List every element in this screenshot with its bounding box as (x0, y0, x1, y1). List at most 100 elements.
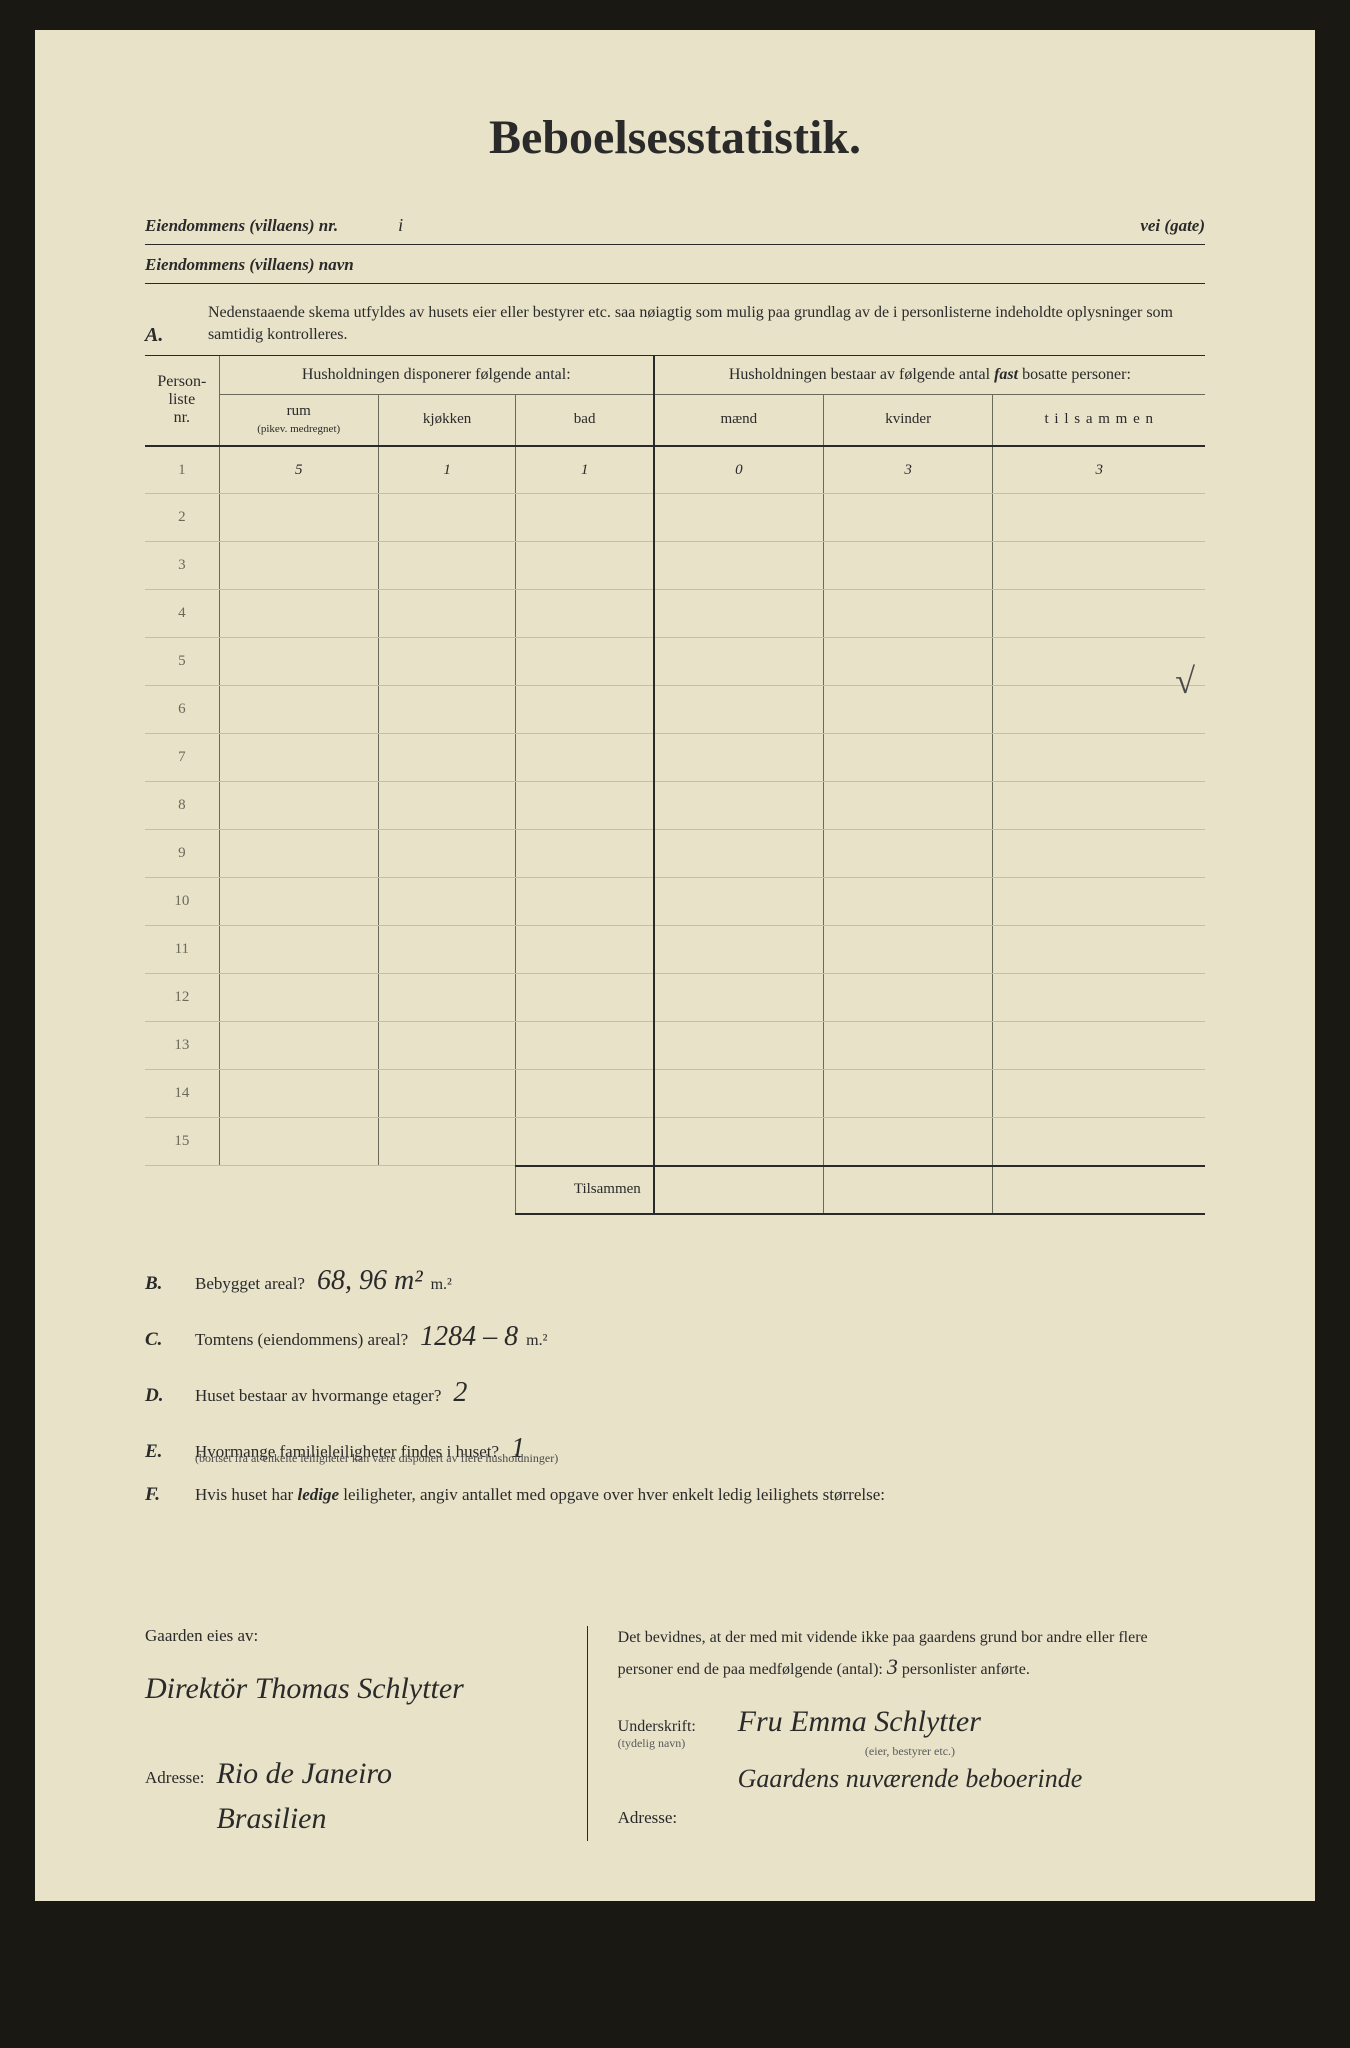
property-nr-label: Eiendommens (villaens) nr. (145, 216, 338, 236)
table-cell (378, 1070, 516, 1118)
table-row: 8 (145, 782, 1205, 830)
property-name-label: Eiendommens (villaens) navn (145, 255, 354, 275)
col-maend-header: mænd (654, 394, 824, 446)
table-cell (823, 878, 993, 926)
table-row: 12 (145, 974, 1205, 1022)
table-cell (993, 878, 1205, 926)
table-cell (654, 1070, 824, 1118)
table-cell (823, 590, 993, 638)
table-cell (378, 542, 516, 590)
table-cell (219, 974, 378, 1022)
table-cell (654, 878, 824, 926)
q-answer: 2 (453, 1377, 467, 1409)
table-cell: 5 (219, 446, 378, 494)
table-cell: 9 (145, 830, 219, 878)
table-cell (378, 1022, 516, 1070)
table-cell (993, 590, 1205, 638)
header-line-2: Eiendommens (villaens) navn (145, 255, 1205, 275)
question-c: C. Tomtens (eiendommens) areal? 1284 – 8… (145, 1321, 1205, 1353)
table-cell (378, 926, 516, 974)
table-cell (378, 494, 516, 542)
table-cell: 3 (993, 446, 1205, 494)
table-cell (823, 638, 993, 686)
table-cell (654, 638, 824, 686)
table-cell (378, 782, 516, 830)
table-cell (823, 686, 993, 734)
attest-post: personlister anførte. (902, 1661, 1030, 1678)
question-f: F. Hvis huset har ledige leiligheter, an… (145, 1484, 1205, 1506)
table-cell (654, 686, 824, 734)
attest-pre: Det bevidnes, at der med mit vidende ikk… (618, 1629, 1148, 1678)
tilsammen-row: Tilsammen (145, 1166, 1205, 1214)
section-a-header: A. Nedenstaaende skema utfyldes av huset… (145, 302, 1205, 356)
qf-pre: Hvis huset har (195, 1485, 297, 1504)
table-row: 1511033 (145, 446, 1205, 494)
col-rum: rum (287, 403, 311, 419)
questions-section: B. Bebygget areal? 68, 96 m² m.² C. Tomt… (145, 1265, 1205, 1507)
table-cell (993, 782, 1205, 830)
q-letter: F. (145, 1484, 195, 1506)
table-cell (654, 1118, 824, 1166)
table-row: 10 (145, 878, 1205, 926)
qf-post: leiligheter, angiv antallet med opgave o… (339, 1485, 885, 1504)
table-cell (823, 542, 993, 590)
table-cell (823, 1022, 993, 1070)
sig-sub2: (eier, bestyrer etc.) (738, 1744, 1083, 1759)
table-cell: 5 (145, 638, 219, 686)
q-letter: C. (145, 1329, 195, 1351)
table-cell (823, 926, 993, 974)
table-cell (378, 830, 516, 878)
table-cell: 12 (145, 974, 219, 1022)
col-kvinder-header: kvinder (823, 394, 993, 446)
q-text: Huset bestaar av hvormange etager? (195, 1386, 441, 1406)
table-cell (219, 1118, 378, 1166)
owner-addr1: Rio de Janeiro (216, 1751, 392, 1796)
table-cell (378, 686, 516, 734)
table-body: 151103323456789101112131415 (145, 446, 1205, 1166)
sig-note: Gaardens nuværende beboerinde (738, 1759, 1083, 1798)
table-row: 5 (145, 638, 1205, 686)
table-cell (378, 734, 516, 782)
table-cell (378, 590, 516, 638)
table-row: 13 (145, 1022, 1205, 1070)
table-cell (219, 734, 378, 782)
table-cell (993, 926, 1205, 974)
table-cell (993, 734, 1205, 782)
table-cell (516, 926, 654, 974)
table-cell (654, 734, 824, 782)
table-cell (516, 638, 654, 686)
q-unit: m.² (431, 1276, 452, 1294)
table-cell (219, 590, 378, 638)
table-cell: 4 (145, 590, 219, 638)
table-cell: 14 (145, 1070, 219, 1118)
table-cell: 3 (145, 542, 219, 590)
table-cell (516, 494, 654, 542)
table-cell: 2 (145, 494, 219, 542)
table-cell (219, 494, 378, 542)
table-sub-header: rum (pikev. medregnet) kjøkken bad mænd … (145, 394, 1205, 446)
table-cell (516, 782, 654, 830)
table-cell (993, 686, 1205, 734)
table-cell (219, 638, 378, 686)
group2-post: bosatte personer: (1018, 366, 1131, 383)
page-title: Beboelsesstatistik. (145, 110, 1205, 165)
table-cell (516, 734, 654, 782)
addr-label: Adresse: (145, 1768, 204, 1788)
owner-label: Gaarden eies av: (145, 1626, 557, 1646)
table-cell: 10 (145, 878, 219, 926)
table-cell (654, 926, 824, 974)
owner-address-row: Adresse: Rio de Janeiro Brasilien (145, 1751, 557, 1841)
table-cell (219, 926, 378, 974)
table-cell (823, 1118, 993, 1166)
table-cell (516, 542, 654, 590)
qf-em: ledige (297, 1485, 339, 1504)
tilsammen-kvinder (823, 1166, 993, 1214)
table-cell (219, 878, 378, 926)
table-cell (823, 494, 993, 542)
q-answer: 68, 96 m² (317, 1265, 423, 1297)
document-page: Beboelsesstatistik. Eiendommens (villaen… (35, 30, 1315, 1901)
table-row: 4 (145, 590, 1205, 638)
table-cell (993, 638, 1205, 686)
table-cell (993, 830, 1205, 878)
owner-name: Direktör Thomas Schlytter (145, 1666, 557, 1711)
